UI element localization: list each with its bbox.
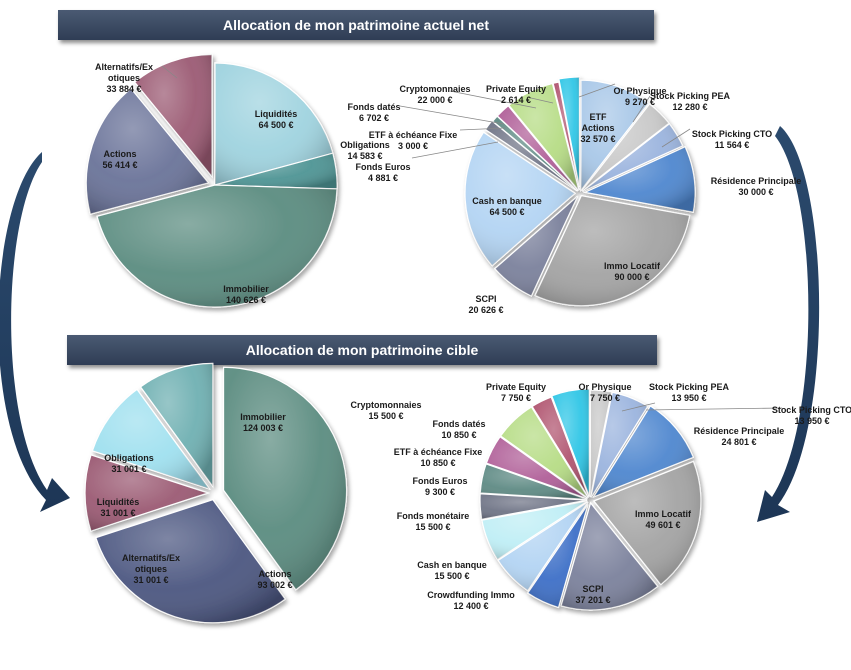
leader-line [530, 97, 554, 104]
leader-line [578, 83, 616, 98]
slice-label: Cryptomonnaies 15 500 € [350, 400, 421, 421]
slice-label: ETF Actions 32 570 € [580, 112, 615, 144]
left-curved-arrow [0, 152, 70, 512]
slice-label: Stock Picking CTO 11 564 € [692, 129, 772, 150]
slice-label: Résidence Principale 24 801 € [694, 426, 785, 447]
slice-label: Stock Picking CTO 13 950 € [772, 405, 851, 426]
slice-label: Fonds monétaire 15 500 € [397, 511, 470, 532]
slice-label: Private Equity 2 614 € [486, 84, 546, 105]
slice-label: Actions 56 414 € [102, 149, 137, 170]
slice-label: Stock Picking PEA 12 280 € [650, 91, 731, 112]
leader-line [459, 127, 506, 131]
slice-label: Alternatifs/Ex otiques 31 001 € [122, 553, 180, 585]
slice-label: Résidence Principale 30 000 € [711, 176, 802, 197]
leader-line [645, 407, 783, 411]
slice-label: Fonds Euros 4 881 € [355, 162, 410, 183]
slice-label: Stock Picking PEA 13 950 € [649, 382, 730, 403]
leader-line [449, 90, 537, 109]
slice-label: Or Physique 7 750 € [578, 382, 631, 403]
banner-current-allocation: Allocation de mon patrimoine actuel net [58, 10, 654, 40]
leader-line [411, 141, 499, 159]
slice-label: Cash en banque 15 500 € [417, 560, 487, 581]
pie-slice-immo-locatif [534, 194, 691, 307]
leader-line [399, 105, 505, 125]
leader-line [161, 65, 178, 79]
slice-label: SCPI 37 201 € [575, 584, 610, 605]
slice-label: Crowdfunding Immo 12 400 € [427, 590, 515, 611]
slice-label: Or Physique 9 270 € [613, 86, 666, 107]
slice-label: ETF à échéance Fixe 3 000 € [369, 130, 458, 151]
leader-line [621, 402, 656, 412]
pie-chart-2 [464, 76, 696, 307]
slice-label: Fonds datés 6 702 € [347, 102, 400, 123]
slice-label: Immobilier 140 626 € [223, 284, 269, 305]
slice-label: ETF à échéance Fixe 10 850 € [394, 447, 483, 468]
pie-chart-4 [479, 388, 702, 611]
slice-label: Immo Locatif 90 000 € [604, 261, 661, 282]
slice-label: Obligations 14 583 € [340, 140, 390, 161]
slice-label: Alternatifs/Ex otiques 33 884 € [95, 62, 153, 94]
slice-label: Immobilier 124 003 € [240, 412, 286, 433]
slice-label: Actions 93 002 € [257, 569, 292, 590]
leader-line [661, 128, 691, 148]
pie-chart-3 [84, 362, 348, 624]
slice-label: Liquidités 64 500 € [255, 109, 298, 130]
slice-label: Cash en banque 64 500 € [472, 196, 542, 217]
slice-label: Cryptomonnaies 22 000 € [399, 84, 470, 105]
slice-label: Private Equity 7 750 € [486, 382, 546, 403]
slice-label: Fonds datés 10 850 € [432, 419, 485, 440]
slice-label: Immo Locatif 49 601 € [635, 509, 692, 530]
leader-line [632, 95, 651, 123]
right-curved-arrow [757, 126, 820, 522]
slice-label: Obligations 31 001 € [104, 453, 154, 474]
slice-label: Fonds Euros 9 300 € [412, 476, 467, 497]
slice-label: Liquidités 31 001 € [97, 497, 140, 518]
banner-target-allocation: Allocation de mon patrimoine cible [67, 335, 657, 365]
slice-label: SCPI 20 626 € [468, 294, 503, 315]
